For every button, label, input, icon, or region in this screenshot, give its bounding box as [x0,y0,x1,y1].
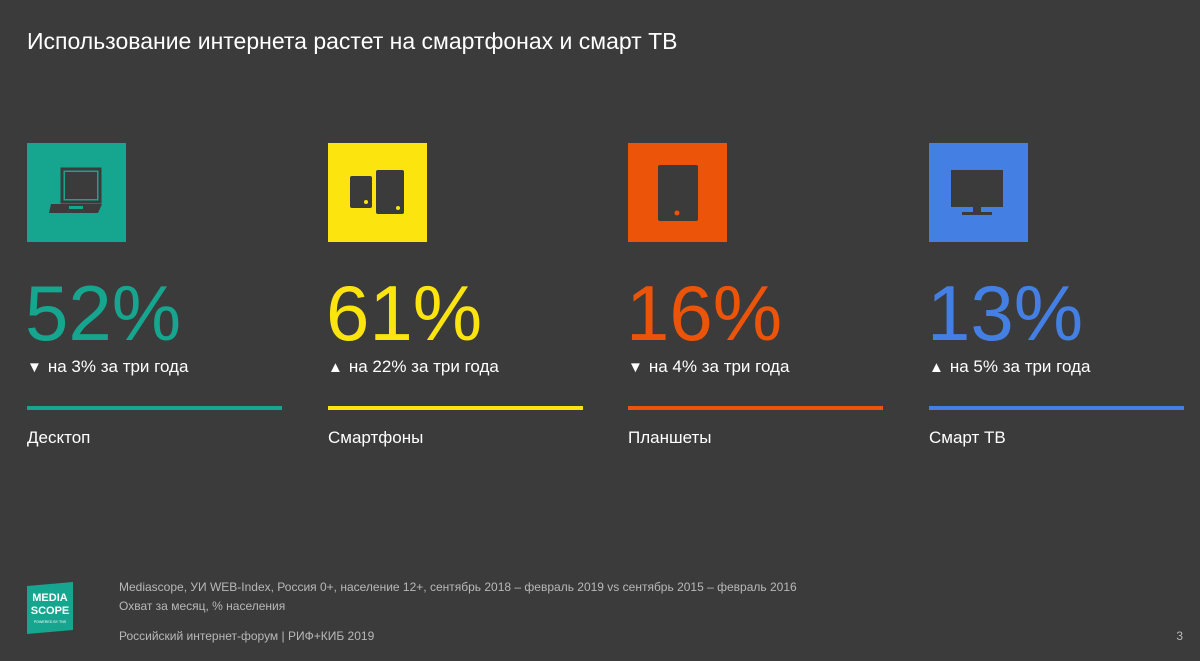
divider-smartphones [328,406,583,410]
metric-smart-tv: 13% ▲ на 5% за три года Смарт ТВ [927,143,1184,447]
metric-value-smartphones: 61% [326,269,483,357]
tile-tablets [628,143,727,242]
logo-line2: SCOPE [31,605,70,617]
metric-value-tablets: 16% [626,269,783,357]
smartphones-icon [350,170,404,214]
metric-change-text: на 5% за три года [949,357,1091,376]
metric-smartphones: 61% ▲ на 22% за три года Смартфоны [326,143,583,447]
arrow-up-icon: ▲ [328,359,343,376]
tv-icon [951,170,1003,215]
tablet-icon [658,165,698,221]
divider-smart-tv [929,406,1184,410]
page-number: 3 [1176,629,1183,643]
arrow-up-icon: ▲ [929,359,944,376]
arrow-down-icon: ▼ [628,359,643,376]
metric-label-smartphones: Смартфоны [328,428,424,447]
logo-line1: MEDIA [32,592,68,604]
metric-change-text: на 22% за три года [348,357,499,376]
tile-smartphones [328,143,427,242]
metric-tablets: 16% ▼ на 4% за три года Планшеты [626,143,883,447]
metric-change-tablets: ▼ на 4% за три года [628,357,789,377]
metric-value-smart-tv: 13% [927,269,1084,357]
divider-tablets [628,406,883,410]
metric-label-smart-tv: Смарт ТВ [929,428,1006,447]
note-text: Охват за месяц, % населения [119,599,286,613]
tile-desktop [27,143,126,242]
arrow-down-icon: ▼ [27,359,42,376]
event-text: Российский интернет-форум | РИФ+КИБ 2019 [119,629,375,643]
metric-change-smartphones: ▲ на 22% за три года [328,357,499,377]
metric-label-desktop: Десктоп [27,428,91,447]
logo-line3: POWERED BY TNS [34,620,67,624]
mediascope-logo: MEDIA SCOPE POWERED BY TNS [27,582,73,634]
metric-change-text: на 3% за три года [47,357,189,376]
source-text: Mediascope, УИ WEB-Index, Россия 0+, нас… [119,580,797,594]
metric-change-desktop: ▼ на 3% за три года [27,357,188,377]
tile-smart-tv [929,143,1028,242]
metric-change-smart-tv: ▲ на 5% за три года [929,357,1090,377]
divider-desktop [27,406,282,410]
laptop-icon [49,167,102,213]
metric-desktop: 52% ▼ на 3% за три года Десктоп [25,143,282,447]
metric-change-text: на 4% за три года [648,357,790,376]
slide-title: Использование интернета растет на смартф… [27,28,678,54]
mediascope-logo-mark: MEDIA SCOPE POWERED BY TNS [27,582,73,634]
metric-label-tablets: Планшеты [628,428,712,447]
metric-value-desktop: 52% [25,269,182,357]
